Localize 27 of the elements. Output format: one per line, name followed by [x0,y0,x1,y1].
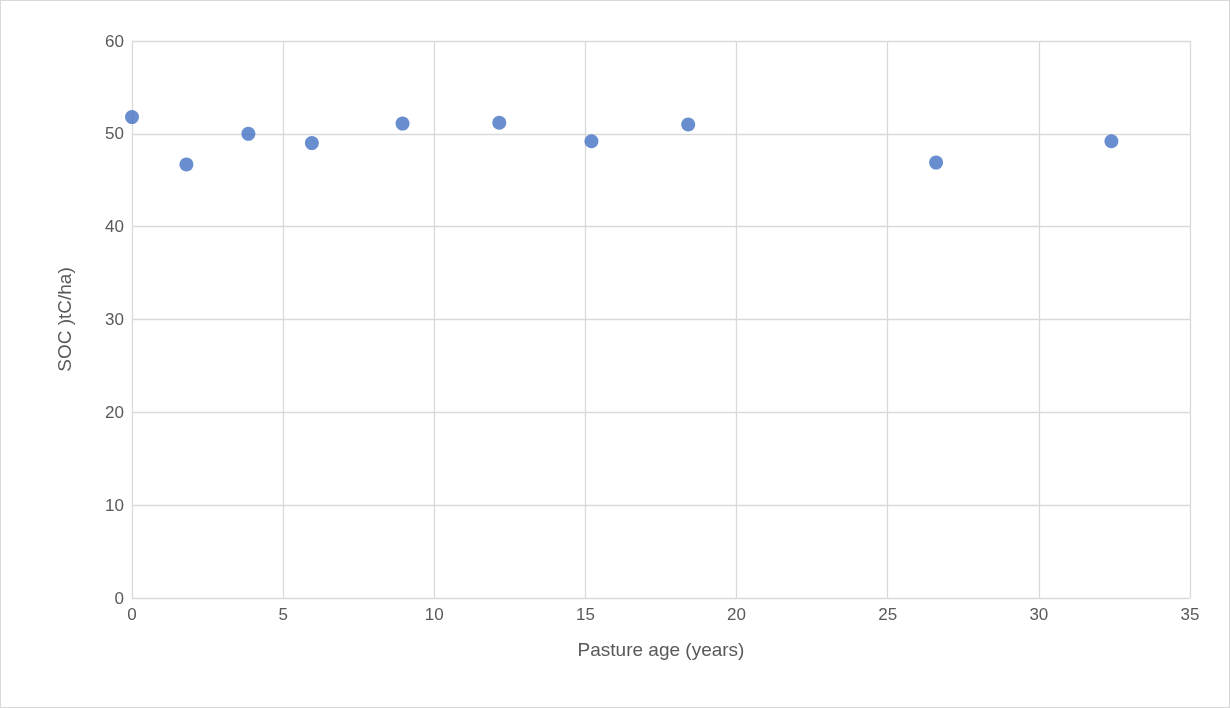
point [492,115,507,130]
y-tick-label: 20 [105,402,124,422]
y-tick-label: 40 [105,217,124,237]
y-tick-label: 60 [105,31,124,51]
y-tick-label: 30 [105,310,124,329]
y-axis-title: SOC )tC/ha) [54,267,75,372]
y-tick-label: 10 [105,495,124,515]
point [304,136,319,151]
x-tick-label: 25 [878,605,898,624]
x-tick-label: 20 [727,605,747,624]
point [584,134,599,149]
point [395,116,410,131]
x-tick-label: 35 [1180,605,1200,624]
point [125,110,139,125]
y-tick-label: 0 [114,588,124,608]
x-tick-label: 5 [278,605,288,624]
y-tick-label: 50 [105,124,124,144]
x-tick-label: 10 [424,605,444,624]
point [929,155,944,170]
point [681,117,696,132]
point [179,157,194,172]
point [241,126,256,141]
x-tick-label: 30 [1029,605,1049,624]
x-tick-label: 0 [127,605,137,624]
point [1104,134,1119,149]
x-axis-title: Pasture age (years) [577,639,745,660]
x-tick-label: 15 [575,605,595,624]
